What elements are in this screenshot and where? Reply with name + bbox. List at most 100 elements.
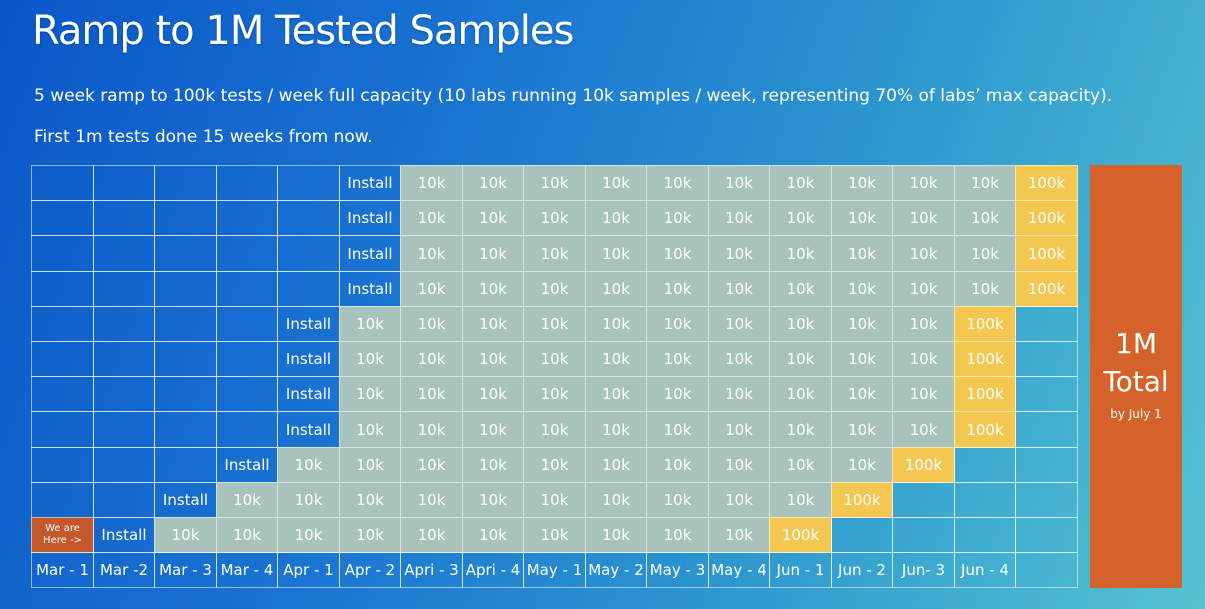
weekly-10k-cell: 10k	[462, 306, 524, 342]
weekly-10k-cell: 10k	[585, 200, 647, 236]
empty-cell	[31, 482, 94, 518]
milestone-100k-cell: 100k	[954, 411, 1016, 448]
weekly-10k-cell: 10k	[892, 165, 955, 201]
weekly-10k-cell: 10k	[400, 235, 463, 272]
empty-cell	[277, 271, 340, 307]
weekly-10k-cell: 10k	[646, 411, 709, 448]
milestone-100k-cell: 100k	[769, 517, 832, 553]
empty-cell	[93, 271, 155, 307]
empty-cell	[216, 411, 278, 448]
weekly-10k-cell: 10k	[216, 517, 278, 553]
weekly-10k-cell: 10k	[831, 165, 893, 201]
weekly-10k-cell: 10k	[400, 517, 463, 553]
empty-cell	[154, 341, 217, 377]
weekly-10k-cell: 10k	[646, 341, 709, 377]
total-note: by July 1	[1110, 407, 1162, 421]
weekly-10k-cell: 10k	[339, 411, 401, 448]
weekly-10k-cell: 10k	[708, 447, 770, 483]
weekly-10k-cell: 10k	[708, 482, 770, 518]
weekly-10k-cell: 10k	[585, 517, 647, 553]
week-label: May - 4	[708, 552, 770, 588]
empty-cell	[1015, 517, 1078, 553]
weekly-10k-cell: 10k	[708, 341, 770, 377]
week-label: Jun - 2	[831, 552, 893, 588]
week-label: Apri - 3	[400, 552, 463, 588]
empty-cell	[93, 235, 155, 272]
weekly-10k-cell: 10k	[769, 447, 832, 483]
empty-cell	[954, 447, 1016, 483]
weekly-10k-cell: 10k	[646, 447, 709, 483]
weekly-10k-cell: 10k	[339, 306, 401, 342]
weekly-10k-cell: 10k	[523, 411, 586, 448]
empty-cell	[31, 271, 94, 307]
weekly-10k-cell: 10k	[831, 447, 893, 483]
week-label: Mar - 4	[216, 552, 278, 588]
weekly-10k-cell: 10k	[339, 482, 401, 518]
empty-cell	[31, 165, 94, 201]
weekly-10k-cell: 10k	[646, 165, 709, 201]
subtitle-timeline: First 1m tests done 15 weeks from now.	[34, 127, 373, 147]
weekly-10k-cell: 10k	[646, 482, 709, 518]
empty-cell	[154, 306, 217, 342]
empty-cell	[93, 482, 155, 518]
page-title: Ramp to 1M Tested Samples	[32, 8, 574, 54]
weekly-10k-cell: 10k	[523, 271, 586, 307]
weekly-10k-cell: 10k	[462, 411, 524, 448]
weekly-10k-cell: 10k	[400, 271, 463, 307]
weekly-10k-cell: 10k	[339, 376, 401, 412]
empty-cell	[93, 306, 155, 342]
install-cell: Install	[277, 376, 340, 412]
weekly-10k-cell: 10k	[769, 306, 832, 342]
empty-cell	[216, 235, 278, 272]
weekly-10k-cell: 10k	[462, 165, 524, 201]
weekly-10k-cell: 10k	[708, 200, 770, 236]
milestone-100k-cell: 100k	[954, 376, 1016, 412]
weekly-10k-cell: 10k	[954, 235, 1016, 272]
week-label: Jun - 4	[954, 552, 1016, 588]
weekly-10k-cell: 10k	[523, 235, 586, 272]
weekly-10k-cell: 10k	[831, 411, 893, 448]
empty-cell	[954, 482, 1016, 518]
milestone-100k-cell: 100k	[1015, 271, 1078, 307]
weekly-10k-cell: 10k	[954, 271, 1016, 307]
weekly-10k-cell: 10k	[646, 235, 709, 272]
weekly-10k-cell: 10k	[400, 482, 463, 518]
weekly-10k-cell: 10k	[646, 200, 709, 236]
weekly-10k-cell: 10k	[400, 306, 463, 342]
empty-cell	[277, 200, 340, 236]
milestone-100k-cell: 100k	[892, 447, 955, 483]
empty-cell	[277, 165, 340, 201]
weekly-10k-cell: 10k	[585, 341, 647, 377]
weekly-10k-cell: 10k	[462, 271, 524, 307]
weekly-10k-cell: 10k	[585, 376, 647, 412]
week-label: May - 1	[523, 552, 586, 588]
install-cell: Install	[339, 165, 401, 201]
week-label: May - 3	[646, 552, 709, 588]
empty-cell	[154, 271, 217, 307]
weekly-10k-cell: 10k	[523, 306, 586, 342]
weekly-10k-cell: 10k	[462, 200, 524, 236]
empty-cell	[154, 376, 217, 412]
weekly-10k-cell: 10k	[462, 447, 524, 483]
weekly-10k-cell: 10k	[831, 271, 893, 307]
weekly-10k-cell: 10k	[585, 165, 647, 201]
empty-cell	[1015, 552, 1078, 588]
weekly-10k-cell: 10k	[400, 341, 463, 377]
empty-cell	[154, 447, 217, 483]
weekly-10k-cell: 10k	[769, 165, 832, 201]
weekly-10k-cell: 10k	[400, 447, 463, 483]
weekly-10k-cell: 10k	[400, 165, 463, 201]
weekly-10k-cell: 10k	[585, 411, 647, 448]
empty-cell	[154, 235, 217, 272]
week-label: Apr - 2	[339, 552, 401, 588]
empty-cell	[277, 235, 340, 272]
weekly-10k-cell: 10k	[954, 165, 1016, 201]
weekly-10k-cell: 10k	[892, 376, 955, 412]
weekly-10k-cell: 10k	[400, 376, 463, 412]
weekly-10k-cell: 10k	[892, 306, 955, 342]
weekly-10k-cell: 10k	[400, 200, 463, 236]
weekly-10k-cell: 10k	[646, 271, 709, 307]
weekly-10k-cell: 10k	[585, 447, 647, 483]
empty-cell	[1015, 482, 1078, 518]
weekly-10k-cell: 10k	[831, 235, 893, 272]
